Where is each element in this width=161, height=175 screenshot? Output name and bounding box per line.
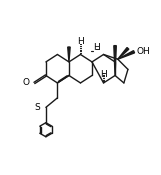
Text: O: O — [23, 78, 30, 88]
Polygon shape — [68, 47, 70, 62]
Text: OH: OH — [136, 47, 150, 56]
Polygon shape — [118, 51, 135, 59]
Polygon shape — [114, 46, 116, 75]
Text: H: H — [93, 43, 100, 52]
Text: H: H — [100, 70, 107, 79]
Text: H: H — [77, 37, 84, 46]
Polygon shape — [118, 48, 129, 59]
Text: S: S — [34, 103, 40, 112]
